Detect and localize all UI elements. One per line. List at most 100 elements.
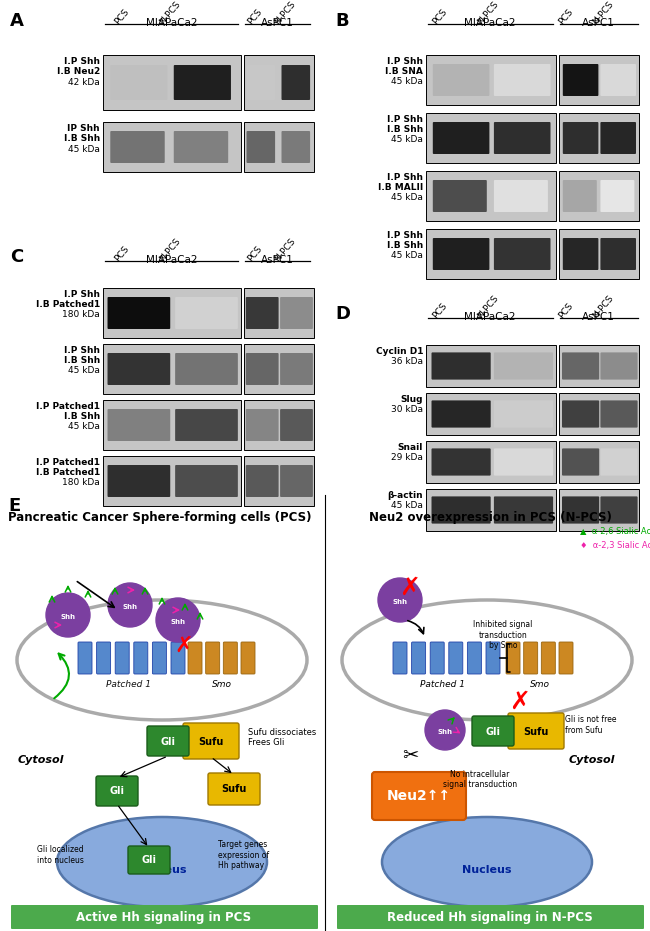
FancyBboxPatch shape (183, 723, 239, 759)
Text: C: C (10, 248, 23, 266)
Text: N-PCS: N-PCS (158, 236, 183, 263)
FancyBboxPatch shape (280, 465, 313, 497)
FancyBboxPatch shape (559, 393, 639, 435)
FancyBboxPatch shape (448, 642, 463, 674)
Text: ✂: ✂ (402, 746, 418, 764)
Text: 45 kDa: 45 kDa (68, 422, 100, 431)
Text: I.B Patched1: I.B Patched1 (36, 300, 100, 309)
FancyBboxPatch shape (433, 122, 489, 154)
FancyBboxPatch shape (562, 400, 599, 427)
Text: Cytosol: Cytosol (569, 755, 615, 765)
Text: Cyclin D1: Cyclin D1 (376, 347, 423, 356)
FancyBboxPatch shape (103, 456, 241, 506)
Text: PCS: PCS (113, 7, 131, 26)
FancyBboxPatch shape (111, 65, 168, 100)
FancyBboxPatch shape (426, 113, 556, 163)
Text: Gli is not free
from Sufu: Gli is not free from Sufu (565, 715, 616, 735)
Text: Sufu: Sufu (198, 737, 224, 747)
Text: ✗: ✗ (400, 576, 421, 600)
Text: PCS: PCS (113, 244, 131, 263)
FancyBboxPatch shape (494, 449, 553, 476)
Text: I.B Neu2: I.B Neu2 (57, 67, 100, 76)
FancyBboxPatch shape (563, 238, 599, 270)
FancyBboxPatch shape (494, 238, 551, 270)
FancyBboxPatch shape (433, 238, 489, 270)
FancyBboxPatch shape (562, 353, 599, 380)
Text: 45 kDa: 45 kDa (68, 145, 100, 154)
FancyBboxPatch shape (188, 642, 202, 674)
FancyBboxPatch shape (559, 642, 573, 674)
Text: I.B Shh: I.B Shh (387, 241, 423, 250)
Text: AsPC1: AsPC1 (582, 312, 614, 322)
Text: I.P Patched1: I.P Patched1 (36, 402, 100, 411)
FancyBboxPatch shape (559, 345, 639, 387)
FancyBboxPatch shape (601, 122, 636, 154)
FancyBboxPatch shape (472, 716, 514, 746)
FancyBboxPatch shape (393, 642, 407, 674)
FancyBboxPatch shape (78, 642, 92, 674)
Text: MIAPaCa2: MIAPaCa2 (146, 255, 198, 265)
Text: Pancreatic Cancer Sphere-forming cells (PCS): Pancreatic Cancer Sphere-forming cells (… (8, 511, 312, 524)
FancyBboxPatch shape (175, 353, 238, 385)
Text: D: D (335, 305, 350, 323)
Text: E: E (8, 497, 20, 515)
Text: Cytosol: Cytosol (18, 755, 64, 765)
FancyBboxPatch shape (171, 642, 185, 674)
FancyBboxPatch shape (559, 55, 639, 105)
Text: No intracellular
signal transduction: No intracellular signal transduction (443, 770, 517, 789)
Text: Shh: Shh (393, 599, 408, 605)
FancyBboxPatch shape (559, 113, 639, 163)
FancyBboxPatch shape (107, 297, 170, 329)
Text: Gli: Gli (142, 855, 157, 865)
FancyBboxPatch shape (174, 65, 231, 100)
FancyBboxPatch shape (559, 229, 639, 279)
Circle shape (425, 710, 465, 750)
FancyBboxPatch shape (601, 64, 636, 96)
Text: 180 kDa: 180 kDa (62, 478, 100, 487)
FancyBboxPatch shape (107, 409, 170, 441)
Text: I.P Shh: I.P Shh (387, 57, 423, 66)
FancyBboxPatch shape (103, 55, 241, 110)
FancyBboxPatch shape (433, 180, 487, 212)
Circle shape (378, 578, 422, 622)
Text: N-PCS: N-PCS (158, 0, 183, 26)
Text: Shh: Shh (60, 614, 75, 620)
FancyBboxPatch shape (115, 642, 129, 674)
Ellipse shape (382, 817, 592, 907)
Text: PCS: PCS (246, 244, 264, 263)
FancyBboxPatch shape (432, 353, 491, 380)
FancyBboxPatch shape (541, 642, 555, 674)
Text: 36 kDa: 36 kDa (391, 357, 423, 366)
Text: Gli: Gli (486, 727, 500, 737)
Text: 45 kDa: 45 kDa (391, 135, 423, 144)
Text: Slug: Slug (400, 395, 423, 404)
Text: MIAPaCa2: MIAPaCa2 (146, 18, 198, 28)
FancyBboxPatch shape (96, 776, 138, 806)
FancyBboxPatch shape (426, 345, 556, 387)
Circle shape (46, 593, 90, 637)
FancyBboxPatch shape (432, 496, 491, 523)
FancyBboxPatch shape (246, 65, 275, 100)
FancyBboxPatch shape (430, 642, 444, 674)
FancyBboxPatch shape (486, 642, 500, 674)
FancyBboxPatch shape (244, 288, 314, 338)
FancyBboxPatch shape (205, 642, 220, 674)
Text: Gli: Gli (161, 737, 176, 747)
FancyBboxPatch shape (152, 642, 166, 674)
FancyBboxPatch shape (601, 353, 638, 380)
Text: ✗: ✗ (175, 636, 193, 656)
Text: PCS: PCS (431, 7, 449, 26)
Text: Target genes
expression of
Hh pathway: Target genes expression of Hh pathway (218, 840, 269, 870)
FancyBboxPatch shape (97, 642, 110, 674)
FancyBboxPatch shape (506, 642, 520, 674)
Text: MIAPaCa2: MIAPaCa2 (464, 18, 515, 28)
FancyBboxPatch shape (563, 122, 599, 154)
FancyBboxPatch shape (372, 772, 466, 820)
FancyBboxPatch shape (280, 409, 313, 441)
Text: Sufu: Sufu (523, 727, 549, 737)
Text: N-PCS: N-PCS (476, 0, 501, 26)
FancyBboxPatch shape (281, 65, 310, 100)
FancyBboxPatch shape (432, 400, 491, 427)
Text: Snail: Snail (398, 443, 423, 452)
Text: Shh: Shh (170, 619, 185, 625)
